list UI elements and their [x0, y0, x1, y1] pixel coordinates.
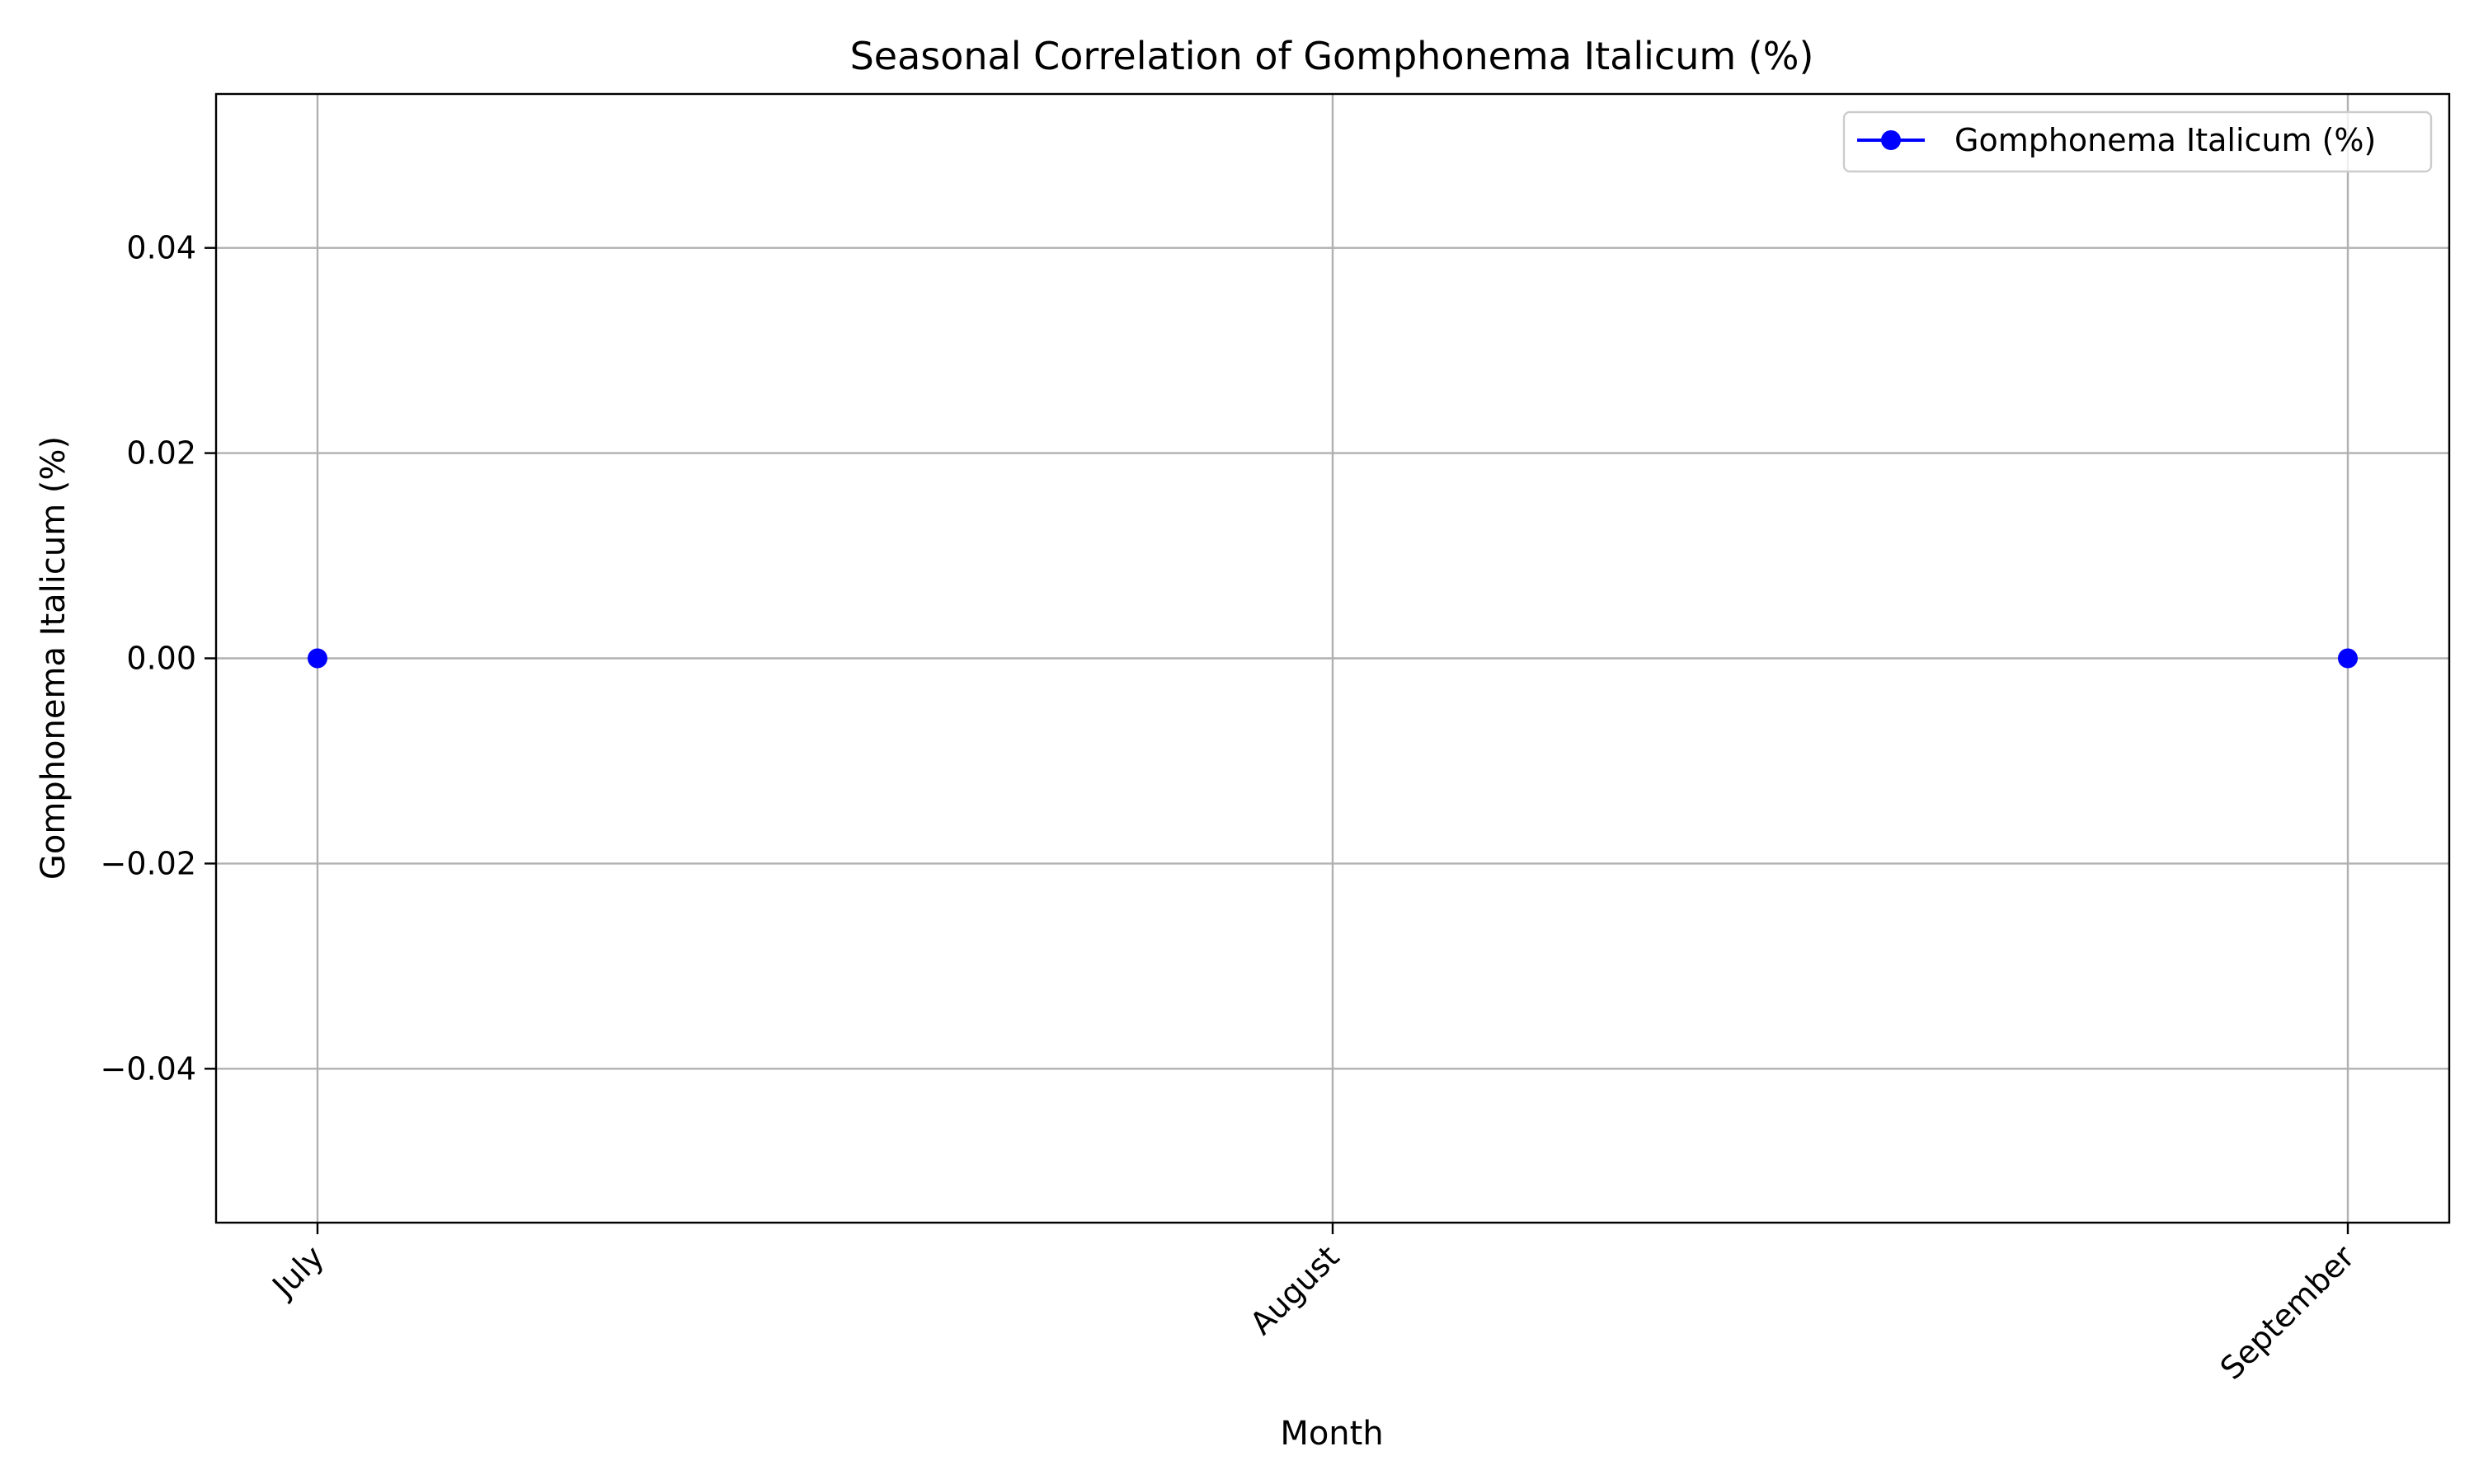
- y-tick-label: 0.04: [126, 230, 196, 266]
- data-point: [2338, 648, 2358, 669]
- plot-area: [214, 92, 2451, 1224]
- y-tick-label: 0.00: [126, 641, 196, 677]
- y-axis-label: Gomphonema Italicum (%): [35, 436, 73, 880]
- legend: Gomphonema Italicum (%): [1842, 110, 2433, 173]
- y-axis: −0.04 −0.02 0.00 0.02 0.04: [101, 230, 216, 1087]
- legend-frame: [1842, 110, 2433, 173]
- y-tick-label: 0.02: [126, 435, 196, 472]
- y-tick-label: −0.04: [101, 1050, 196, 1087]
- data-point: [308, 648, 327, 669]
- chart-title: Seasonal Correlation of Gomphonema Itali…: [850, 34, 1814, 78]
- x-axis-label: Month: [1280, 1415, 1383, 1453]
- grid-layer: [216, 94, 2449, 1223]
- legend-entry-label: Gomphonema Italicum (%): [1954, 122, 2376, 158]
- legend-marker-swatch: [1881, 130, 1901, 150]
- y-tick-label: −0.02: [101, 845, 196, 881]
- series-layer: [308, 648, 2358, 669]
